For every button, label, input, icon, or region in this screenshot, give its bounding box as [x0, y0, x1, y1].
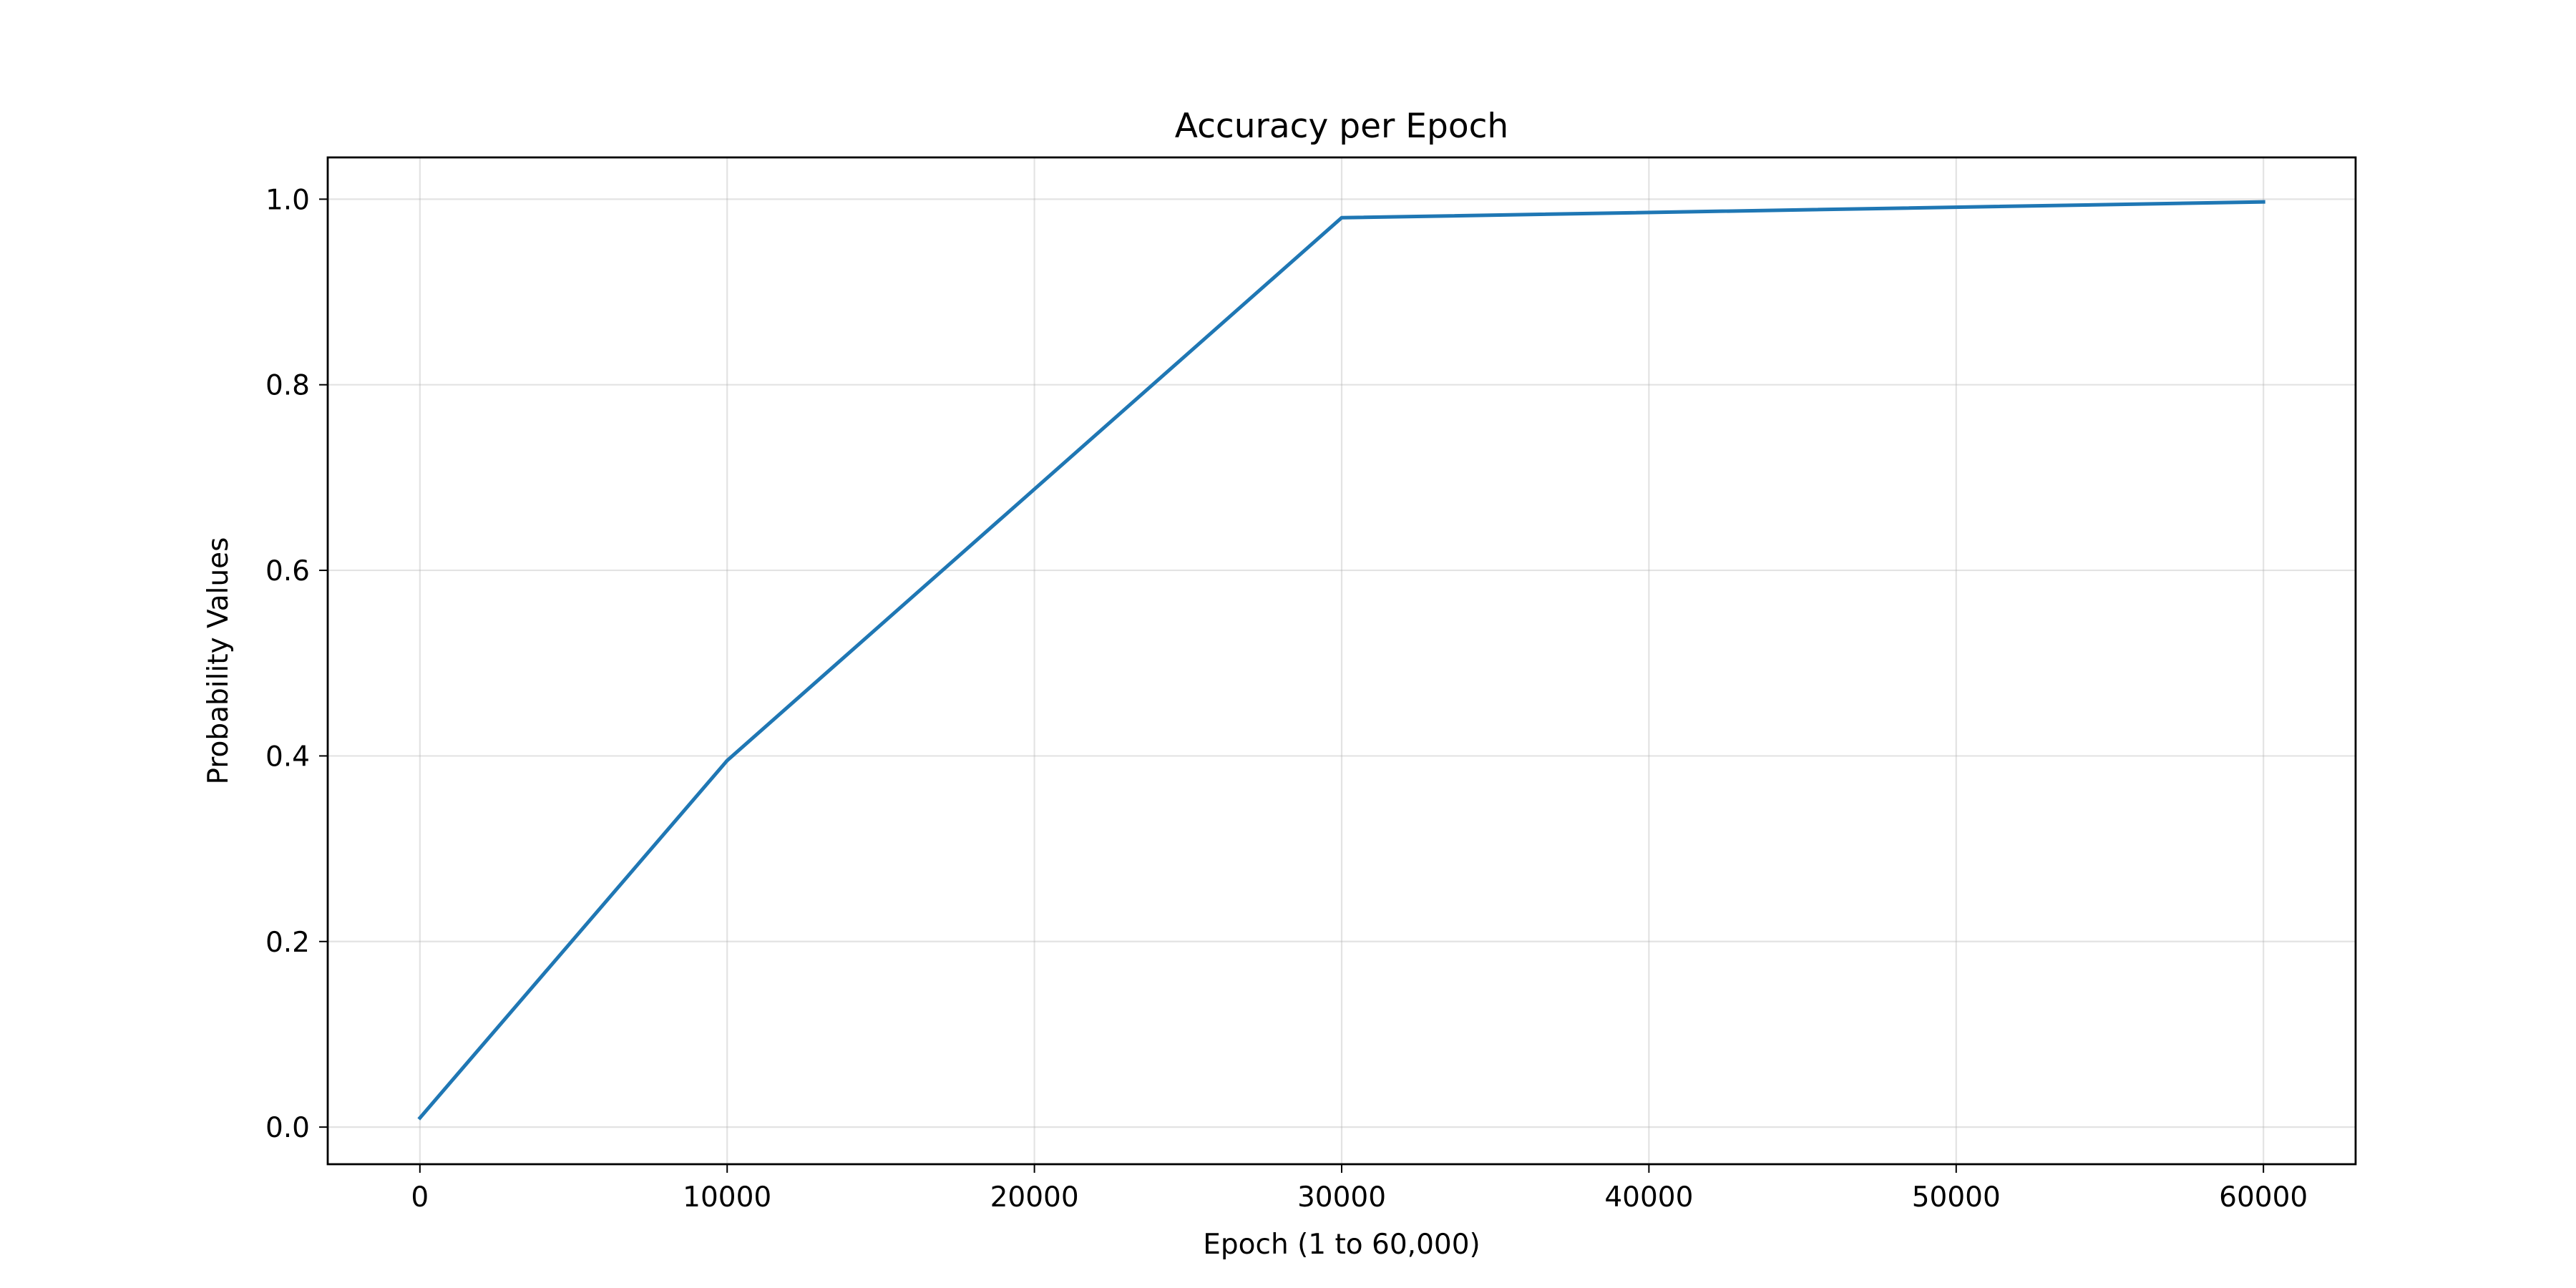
- x-axis-title: Epoch (1 to 60,000): [1203, 1229, 1480, 1261]
- x-tick-label: 30000: [1297, 1181, 1386, 1214]
- y-tick-label: 0.8: [265, 370, 310, 402]
- y-tick-label: 0.4: [265, 741, 310, 773]
- grid-lines: [328, 157, 2356, 1164]
- x-tick-label: 10000: [683, 1181, 771, 1214]
- x-tick-label: 0: [411, 1181, 429, 1214]
- x-tick-label: 50000: [1912, 1181, 2001, 1214]
- y-axis-title: Probability Values: [203, 537, 235, 785]
- chart-title: Accuracy per Epoch: [1175, 107, 1508, 146]
- x-tick-label: 20000: [990, 1181, 1079, 1214]
- plot-series: [417, 200, 2265, 1121]
- series-line: [417, 200, 2265, 1121]
- x-tick-label: 40000: [1604, 1181, 1693, 1214]
- x-tick-label: 60000: [2219, 1181, 2308, 1214]
- y-tick-label: 1.0: [265, 184, 310, 216]
- y-tick-label: 0.0: [265, 1112, 310, 1144]
- y-tick-label: 0.2: [265, 927, 310, 959]
- y-tick-label: 0.6: [265, 555, 310, 587]
- axis-ticks: 0 10000 20000 30000 40000 50000 60000 0.0 0.2 0.4…: [265, 184, 2308, 1214]
